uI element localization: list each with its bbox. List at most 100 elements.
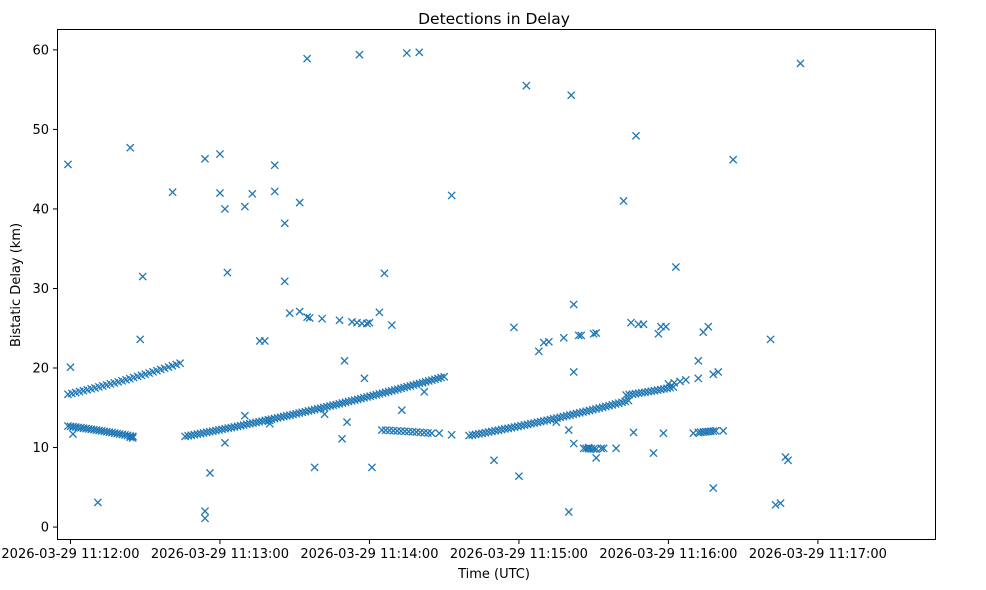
data-point-x-marker [285, 309, 294, 318]
data-point-x-marker [567, 91, 576, 100]
data-point-x-marker [471, 430, 480, 439]
data-point-x-marker [711, 426, 720, 435]
data-point-x-marker [138, 272, 147, 281]
data-point-x-marker [292, 409, 301, 418]
data-point-x-marker [211, 426, 220, 435]
data-point-x-marker [694, 374, 703, 383]
data-point-x-marker [397, 406, 406, 415]
data-point-x-marker [631, 131, 641, 140]
data-point-x-marker [342, 418, 352, 427]
data-point-x-marker [126, 143, 135, 152]
data-point-x-marker [176, 359, 185, 368]
data-point-x-marker [599, 444, 608, 453]
data-point-x-marker [577, 331, 586, 340]
data-point-x-marker [363, 392, 372, 402]
data-point-x-marker [344, 397, 353, 406]
y-tick-label: 30 [32, 282, 49, 297]
data-point-x-marker [427, 429, 436, 438]
data-point-x-marker [362, 319, 372, 328]
data-point-x-marker [265, 419, 274, 428]
data-point-x-marker [564, 425, 573, 435]
data-point-x-marker [589, 329, 598, 338]
data-point-x-marker [631, 389, 640, 398]
data-points [63, 48, 805, 523]
data-point-x-marker [589, 444, 598, 454]
data-point-x-marker [491, 426, 500, 435]
data-point-x-marker [218, 425, 227, 434]
data-point-x-marker [629, 428, 638, 437]
plot-frame [57, 29, 936, 540]
data-point-x-marker [273, 413, 282, 422]
data-point-x-marker [474, 429, 483, 438]
data-point-x-marker [661, 322, 670, 331]
data-point-x-marker [236, 421, 245, 430]
data-point-x-marker [270, 161, 279, 170]
data-point-x-marker [675, 377, 685, 386]
data-point-x-marker [544, 337, 553, 346]
x-tick-label: 2026-03-29 11:15:00 [450, 547, 588, 562]
data-point-x-marker [340, 356, 349, 365]
data-point-x-marker [187, 431, 196, 440]
data-point-x-marker [704, 322, 713, 331]
data-point-x-marker [199, 428, 208, 437]
data-point-x-marker [208, 427, 217, 436]
data-point-x-marker [639, 320, 648, 329]
data-point-x-marker [415, 48, 424, 57]
data-point-x-marker [279, 412, 288, 421]
data-point-x-marker [447, 191, 456, 200]
data-point-x-marker [350, 395, 359, 405]
data-point-x-marker [592, 328, 601, 338]
y-axis-label: Bistatic Delay (km) [9, 223, 24, 347]
data-point-x-marker [93, 498, 102, 507]
data-point-x-marker [592, 453, 601, 462]
data-point-x-marker [301, 407, 310, 416]
data-point-x-marker [305, 313, 314, 322]
data-point-x-marker [564, 507, 573, 517]
data-point-x-marker [654, 329, 663, 338]
data-point-x-marker [223, 268, 232, 277]
data-point-x-marker [402, 49, 411, 58]
data-point-x-marker [338, 398, 347, 408]
data-point-x-marker [709, 427, 718, 436]
data-point-x-marker [659, 429, 668, 438]
data-point-x-marker [487, 427, 496, 436]
data-point-x-marker [220, 204, 229, 214]
data-point-x-marker [465, 431, 474, 440]
data-point-x-marker [295, 409, 304, 418]
data-point-x-marker [205, 427, 214, 436]
data-point-x-marker [367, 463, 376, 472]
data-point-x-marker [353, 395, 362, 404]
data-point-x-marker [190, 430, 199, 439]
data-point-x-marker [184, 431, 193, 440]
data-point-x-marker [310, 405, 319, 414]
data-point-x-marker [298, 408, 307, 417]
data-point-x-marker [245, 419, 254, 428]
data-point-x-marker [310, 463, 319, 472]
x-axis-ticks: 2026-03-29 11:12:00 2026-03-29 11:13:00 20… [1, 539, 887, 562]
data-point-x-marker [304, 406, 313, 416]
data-point-x-marker [355, 50, 364, 59]
y-tick-label: 40 [32, 202, 49, 217]
data-point-x-marker [270, 187, 279, 196]
data-point-x-marker [220, 438, 229, 447]
data-point-x-marker [656, 385, 665, 394]
data-point-x-marker [671, 262, 680, 272]
y-tick-label: 20 [32, 362, 49, 377]
data-point-x-marker [534, 347, 543, 356]
data-point-x-marker [375, 389, 384, 398]
data-point-x-marker [316, 404, 325, 413]
data-point-x-marker [285, 411, 295, 420]
data-point-x-marker [359, 393, 369, 402]
data-point-x-marker [369, 391, 378, 400]
data-point-x-marker [276, 413, 285, 422]
data-point-x-marker [681, 375, 690, 384]
data-point-x-marker [380, 269, 389, 278]
data-point-x-marker [552, 418, 561, 427]
data-point-x-marker [637, 388, 646, 397]
chart-title: Detections in Delay [418, 10, 570, 28]
data-point-x-marker [128, 432, 137, 441]
data-point-x-marker [239, 420, 248, 430]
data-point-x-marker [640, 388, 650, 397]
data-point-x-marker [215, 188, 225, 198]
data-point-x-marker [356, 394, 365, 403]
